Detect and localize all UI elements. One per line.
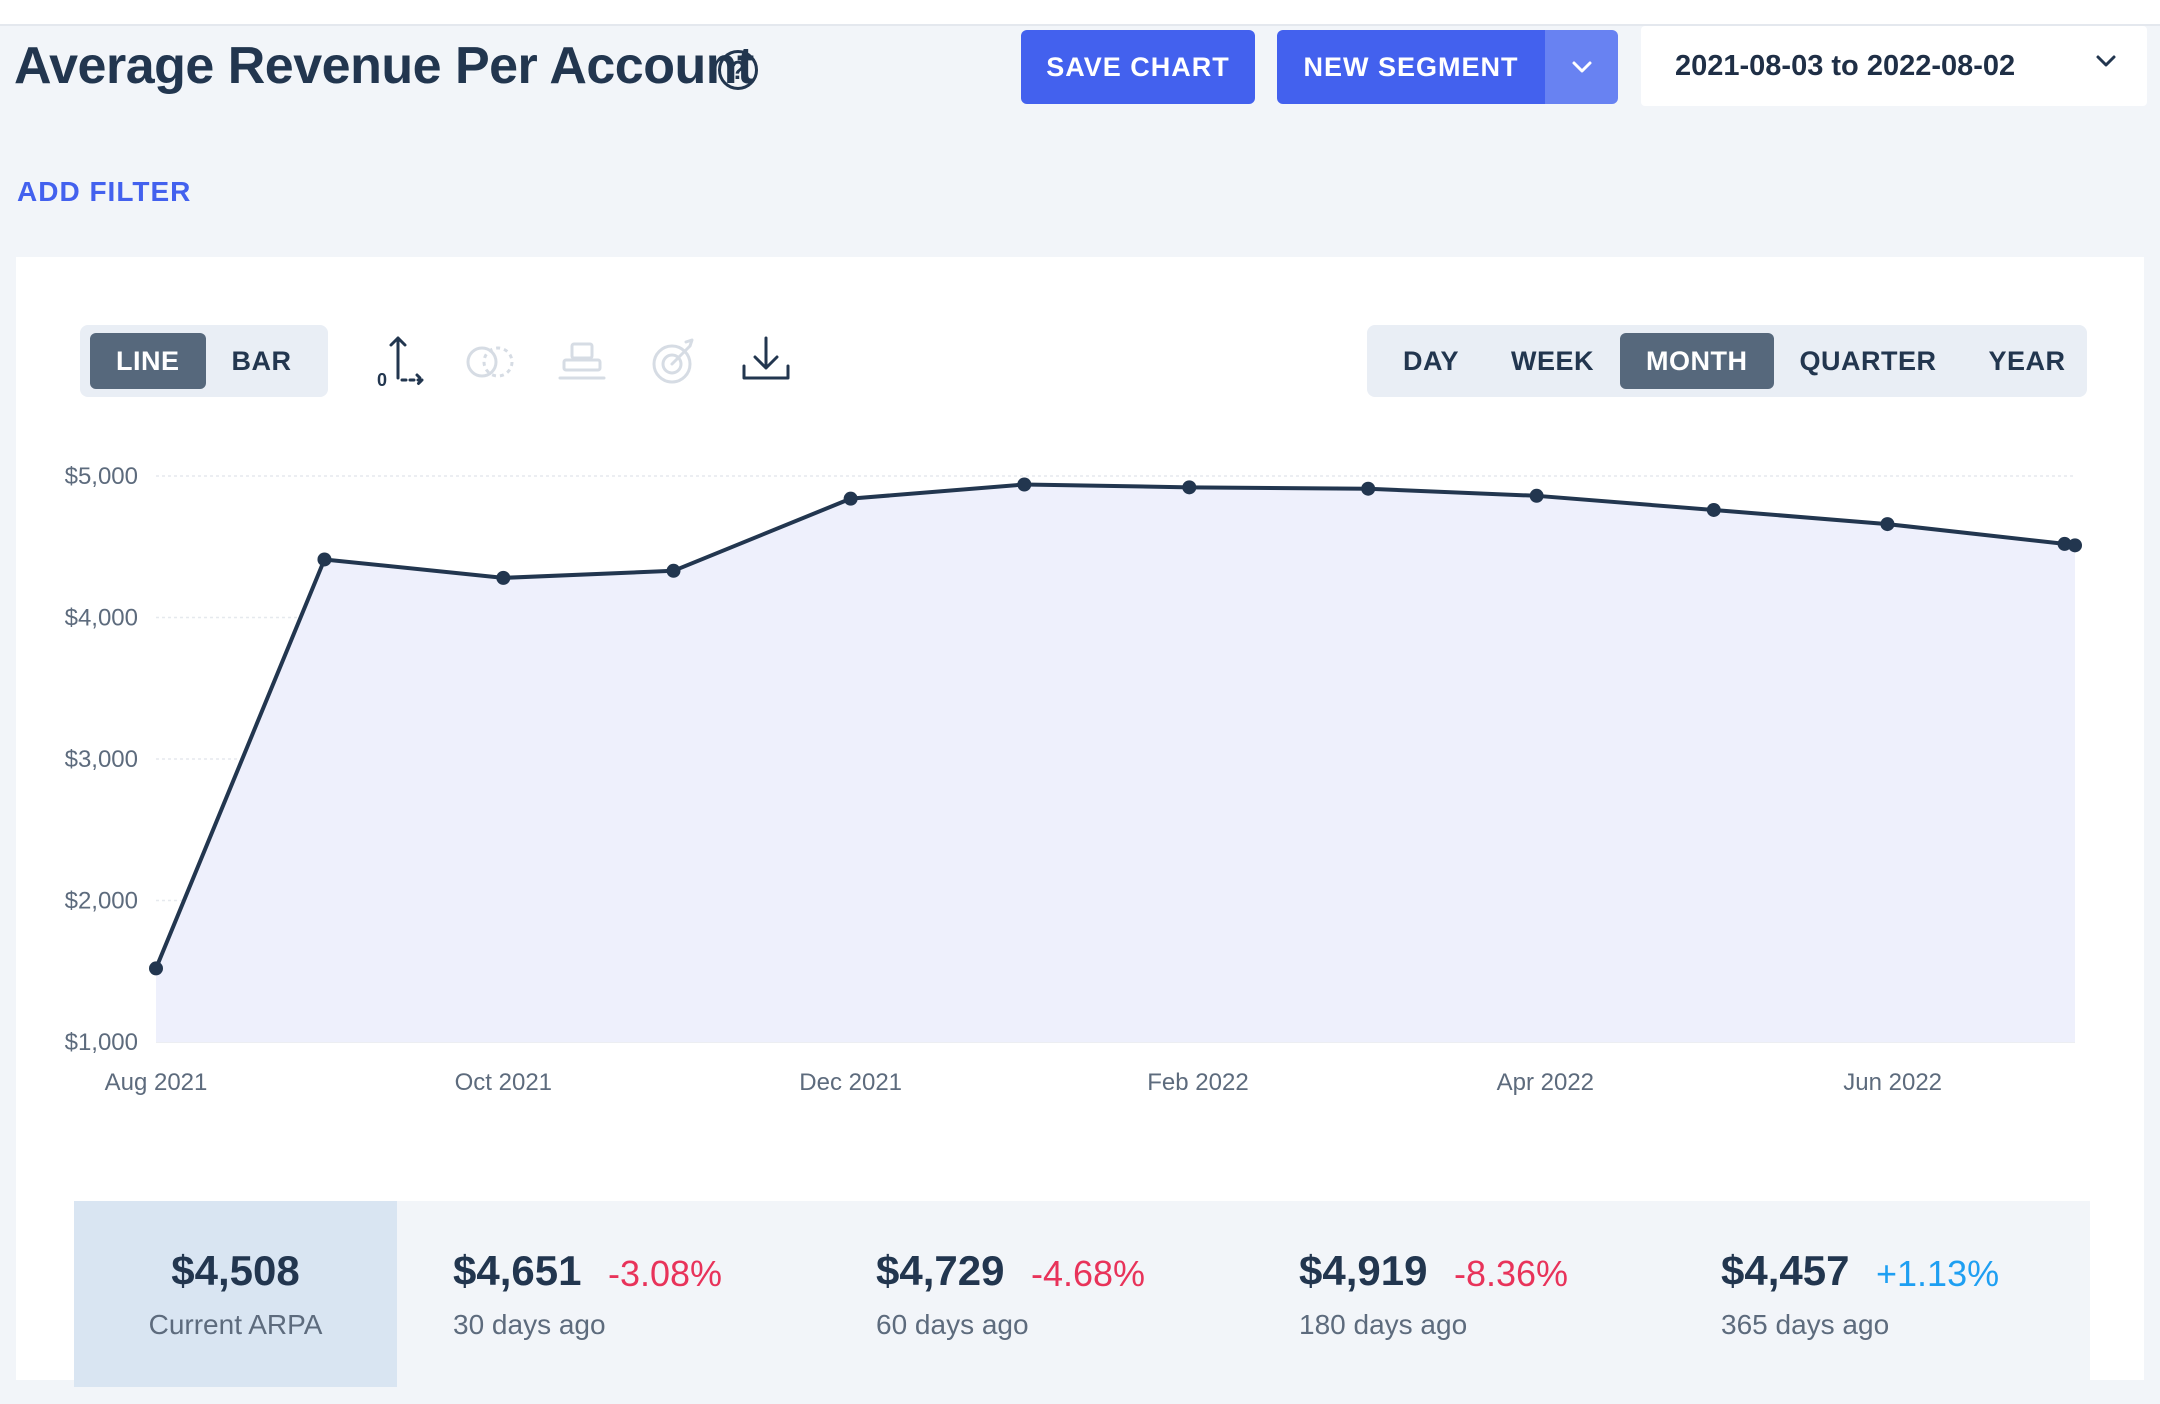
chart-type-bar[interactable]: BAR <box>231 345 292 376</box>
stat-change: -4.68% <box>1031 1253 1146 1294</box>
y-tick-label: $1,000 <box>65 1029 138 1056</box>
y-tick-label: $2,000 <box>65 888 138 915</box>
data-point <box>317 552 332 567</box>
stat-label: 180 days ago <box>1299 1309 1468 1340</box>
series-area <box>156 484 2075 1042</box>
new-segment-button[interactable]: NEW SEGMENT <box>1277 30 1545 104</box>
stat-change: -8.36% <box>1454 1253 1569 1294</box>
stat-label: 60 days ago <box>876 1309 1029 1340</box>
stat-value: $4,508 <box>171 1247 300 1294</box>
chevron-down-icon <box>2096 55 2116 67</box>
stat-value: $4,729 <box>876 1247 1005 1294</box>
save-chart-button[interactable]: SAVE CHART <box>1021 30 1255 104</box>
chart-type-line[interactable]: LINE <box>90 333 206 389</box>
data-point <box>496 570 511 585</box>
stat-value: $4,651 <box>453 1247 582 1294</box>
stat-change: -3.08% <box>608 1253 723 1294</box>
y-tick-label: $4,000 <box>65 605 138 632</box>
download-icon[interactable] <box>736 330 796 390</box>
stat-label: Current ARPA <box>148 1309 323 1340</box>
data-point <box>1529 488 1544 503</box>
axis-settings-icon[interactable]: 0 <box>368 330 428 390</box>
stat-value: $4,919 <box>1299 1247 1428 1294</box>
period-selector: DAY WEEK MONTH QUARTER YEAR <box>1367 325 2087 397</box>
stat-change: +1.13% <box>1876 1253 2000 1294</box>
stack-icon[interactable] <box>552 330 612 390</box>
stat-current-arpa: $4,508 Current ARPA <box>74 1201 397 1387</box>
data-point <box>2057 536 2072 551</box>
stat-label: 365 days ago <box>1721 1309 1890 1340</box>
arpa-line-chart: $1,000 $2,000 $3,000 $4,000 $5,000 Aug 2021 Oc… <box>65 463 2082 1096</box>
x-tick-label: Apr 2022 <box>1497 1069 1594 1096</box>
data-point <box>1017 477 1032 492</box>
target-icon[interactable] <box>644 330 704 390</box>
date-range-select[interactable]: 2021-08-03 to 2022-08-02 <box>1641 26 2147 106</box>
new-segment-dropdown-button[interactable] <box>1545 30 1618 104</box>
add-filter-link[interactable]: ADD FILTER <box>17 176 192 207</box>
page-title: Average Revenue Per Account <box>14 37 754 95</box>
date-range-value: 2021-08-03 to 2022-08-02 <box>1675 49 2016 82</box>
data-point <box>1182 480 1197 495</box>
chart-type-toggle: LINE BAR <box>80 325 328 397</box>
data-point <box>666 563 681 578</box>
period-year[interactable]: YEAR <box>1988 345 2066 376</box>
data-point <box>843 491 858 506</box>
stats-bar: $4,508 Current ARPA $4,651 -3.08% 30 day… <box>74 1201 2090 1387</box>
stat-value: $4,457 <box>1721 1247 1850 1294</box>
data-point <box>1361 481 1376 496</box>
data-point <box>2068 538 2082 553</box>
compare-icon[interactable] <box>460 330 520 390</box>
chevron-down-icon <box>1572 61 1591 73</box>
stat-label: 30 days ago <box>453 1309 606 1340</box>
x-tick-label: Oct 2021 <box>455 1069 552 1096</box>
data-point <box>1880 517 1895 532</box>
period-week[interactable]: WEEK <box>1511 345 1595 376</box>
x-tick-label: Dec 2021 <box>799 1069 902 1096</box>
svg-text:0: 0 <box>377 370 387 390</box>
data-point <box>1706 502 1721 517</box>
x-tick-label: Feb 2022 <box>1147 1069 1248 1096</box>
period-day[interactable]: DAY <box>1403 345 1460 376</box>
data-point <box>149 961 163 976</box>
help-icon[interactable]: ? <box>718 50 758 90</box>
x-tick-label: Jun 2022 <box>1843 1069 1942 1096</box>
y-tick-label: $3,000 <box>65 746 138 773</box>
period-month[interactable]: MONTH <box>1620 333 1774 389</box>
x-tick-label: Aug 2021 <box>105 1069 208 1096</box>
period-quarter[interactable]: QUARTER <box>1799 345 1937 376</box>
y-tick-label: $5,000 <box>65 463 138 490</box>
